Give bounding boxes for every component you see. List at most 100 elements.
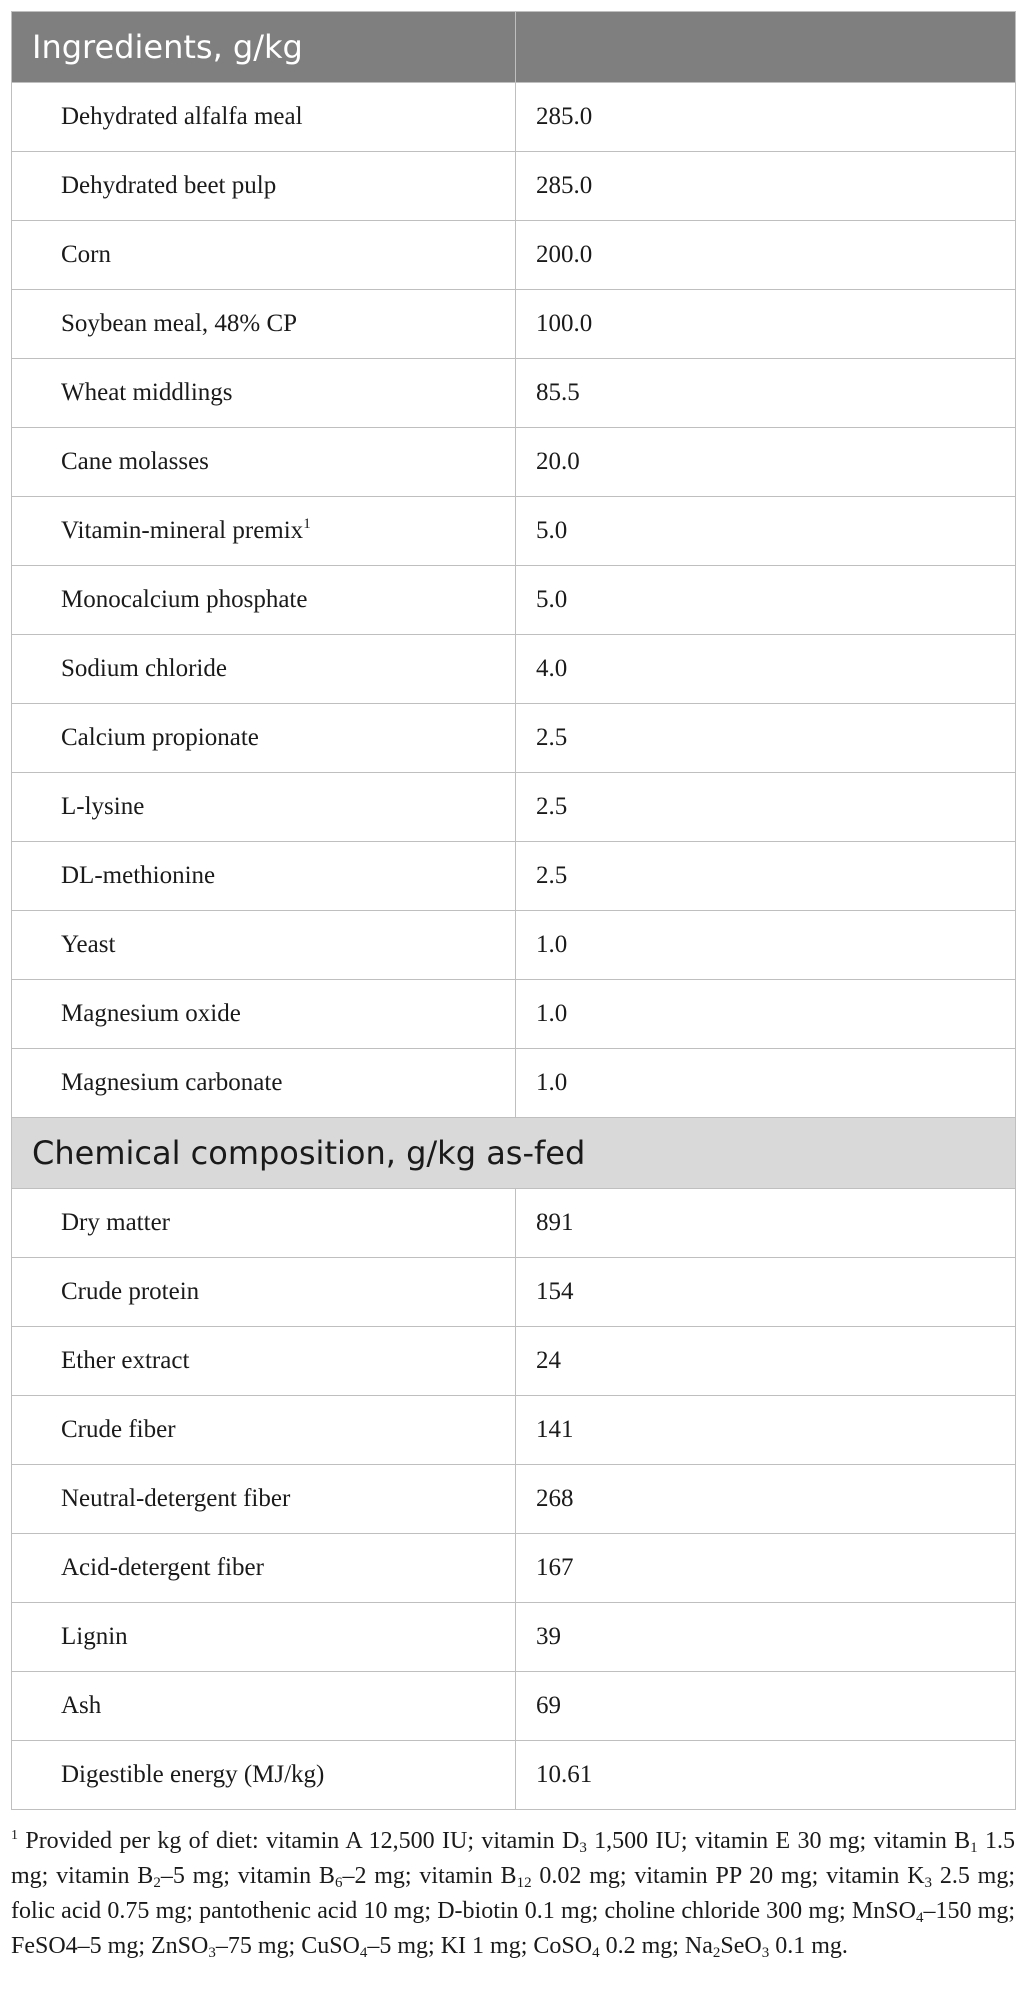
table-row: Cane molasses 20.0: [11, 427, 1016, 497]
row-label: Dehydrated beet pulp: [11, 151, 516, 221]
footnote-segment: –2 mg; vitamin B: [342, 1863, 517, 1889]
row-value: 2.5: [515, 841, 1016, 911]
table-row: Wheat middlings 85.5: [11, 358, 1016, 428]
row-label-text: Monocalcium phosphate: [61, 586, 308, 613]
row-label-text: Soybean meal, 48% CP: [61, 310, 298, 337]
footnote-subscript: 4: [592, 1945, 600, 1961]
table-row: Soybean meal, 48% CP 100.0: [11, 289, 1016, 359]
table-row: Neutral-detergent fiber 268: [11, 1464, 1016, 1534]
row-label-text: Yeast: [61, 931, 116, 958]
table-row: Vitamin-mineral premix1 5.0: [11, 496, 1016, 566]
footnote-segment: –150 mg; FeSO4–5 mg; ZnSO: [11, 1898, 1015, 1959]
row-value: 5.0: [515, 565, 1016, 635]
footnote-subscript: 4: [915, 1910, 924, 1926]
row-label-text: DL-methionine: [61, 862, 216, 889]
row-label: Corn: [11, 220, 516, 290]
table-row: L-lysine 2.5: [11, 772, 1016, 842]
row-label: Dehydrated alfalfa meal: [11, 82, 516, 152]
footnote-marker: 1: [11, 1828, 18, 1843]
row-label: Crude fiber: [11, 1395, 516, 1465]
row-value: 85.5: [515, 358, 1016, 428]
row-label: Monocalcium phosphate: [11, 565, 516, 635]
row-value: 891: [515, 1188, 1016, 1258]
row-label-text: Wheat middlings: [61, 379, 233, 406]
row-value: 5.0: [515, 496, 1016, 566]
footnote-segment: –5 mg; KI 1 mg; CoSO: [367, 1933, 593, 1959]
table-row: Dry matter 891: [11, 1188, 1016, 1258]
ingredients-header-empty: [515, 11, 1016, 83]
row-label-text: Magnesium oxide: [61, 1000, 241, 1027]
row-label-text: Cane molasses: [61, 448, 209, 475]
table-row: Ether extract 24: [11, 1326, 1016, 1396]
row-value: 24: [515, 1326, 1016, 1396]
table-row: Corn 200.0: [11, 220, 1016, 290]
row-value: 39: [515, 1602, 1016, 1672]
table-row: DL-methionine 2.5: [11, 841, 1016, 911]
row-value: 2.5: [515, 703, 1016, 773]
table-row: Acid-detergent fiber 167: [11, 1533, 1016, 1603]
footnote-subscript: 4: [359, 1945, 368, 1961]
row-value: 2.5: [515, 772, 1016, 842]
row-value: 268: [515, 1464, 1016, 1534]
row-value: 154: [515, 1257, 1016, 1327]
row-label: Soybean meal, 48% CP: [11, 289, 516, 359]
row-label: Acid-detergent fiber: [11, 1533, 516, 1603]
row-label-text: Calcium propionate: [61, 724, 259, 751]
row-value: 285.0: [515, 82, 1016, 152]
table-row: Crude protein 154: [11, 1257, 1016, 1327]
row-value: 20.0: [515, 427, 1016, 497]
table-row: Lignin 39: [11, 1602, 1016, 1672]
row-label-text: Vitamin-mineral premix: [61, 517, 304, 544]
ingredients-header-row: Ingredients, g/kg: [11, 11, 1016, 83]
row-value: 1.0: [515, 1048, 1016, 1118]
footnote: 1 Provided per kg of diet: vitamin A 12,…: [11, 1824, 1015, 1964]
row-value: 10.61: [515, 1740, 1016, 1810]
row-label: DL-methionine: [11, 841, 516, 911]
table-row: Dehydrated alfalfa meal 285.0: [11, 82, 1016, 152]
table-row: Dehydrated beet pulp 285.0: [11, 151, 1016, 221]
row-label-text: Corn: [61, 241, 111, 268]
footnote-segment: 0.2 mg; Na: [599, 1933, 713, 1959]
row-label-text: L-lysine: [61, 793, 145, 820]
footnote-subscript: 3: [924, 1875, 933, 1891]
footnote-segment: 2.5 mg; folic acid 0.75 mg; pantothenic …: [11, 1863, 1016, 1924]
row-label: Vitamin-mineral premix1: [11, 496, 516, 566]
row-label: Ash: [11, 1671, 516, 1741]
table-row: Sodium chloride 4.0: [11, 634, 1016, 704]
footnote-segment: 1,500 IU; vitamin E 30 mg; vitamin B: [586, 1828, 971, 1854]
row-value: 1.0: [515, 910, 1016, 980]
footnote-subscript: 12: [516, 1875, 532, 1891]
row-label: Crude protein: [11, 1257, 516, 1327]
composition-header-row: Chemical composition, g/kg as-fed: [11, 1117, 1016, 1189]
row-label-text: Acid-detergent fiber: [61, 1554, 264, 1581]
row-label-text: Neutral-detergent fiber: [61, 1485, 291, 1512]
footnote-segment: Provided per kg of diet: vitamin A 12,50…: [25, 1828, 580, 1854]
footnote-segment: 0.1 mg.: [769, 1933, 848, 1959]
row-value: 200.0: [515, 220, 1016, 290]
row-label-text: Crude fiber: [61, 1416, 176, 1443]
row-value: 4.0: [515, 634, 1016, 704]
row-label: Yeast: [11, 910, 516, 980]
row-label-text: Crude protein: [61, 1278, 200, 1305]
diet-composition-table: Ingredients, g/kg Dehydrated alfalfa mea…: [11, 11, 1016, 1810]
row-value: 69: [515, 1671, 1016, 1741]
row-value: 167: [515, 1533, 1016, 1603]
table-row: Digestible energy (MJ/kg) 10.61: [11, 1740, 1016, 1810]
row-value: 141: [515, 1395, 1016, 1465]
table-row: Monocalcium phosphate 5.0: [11, 565, 1016, 635]
row-label-text: Lignin: [61, 1623, 128, 1650]
footnote-segment: –5 mg; vitamin B: [160, 1863, 335, 1889]
footnote-segment: –75 mg; CuSO: [215, 1933, 360, 1959]
row-label-text: Dehydrated beet pulp: [61, 172, 277, 199]
footnote-subscript: 6: [334, 1875, 343, 1891]
row-label: Magnesium carbonate: [11, 1048, 516, 1118]
row-label: Magnesium oxide: [11, 979, 516, 1049]
table-row: Ash 69: [11, 1671, 1016, 1741]
row-label: Wheat middlings: [11, 358, 516, 428]
table-row: Magnesium carbonate 1.0: [11, 1048, 1016, 1118]
row-label: Cane molasses: [11, 427, 516, 497]
row-value: 1.0: [515, 979, 1016, 1049]
footnote-subscript: 1: [970, 1840, 978, 1856]
footnote-subscript: 2: [712, 1945, 721, 1961]
diet-table-container: Ingredients, g/kg Dehydrated alfalfa mea…: [11, 11, 1016, 1964]
